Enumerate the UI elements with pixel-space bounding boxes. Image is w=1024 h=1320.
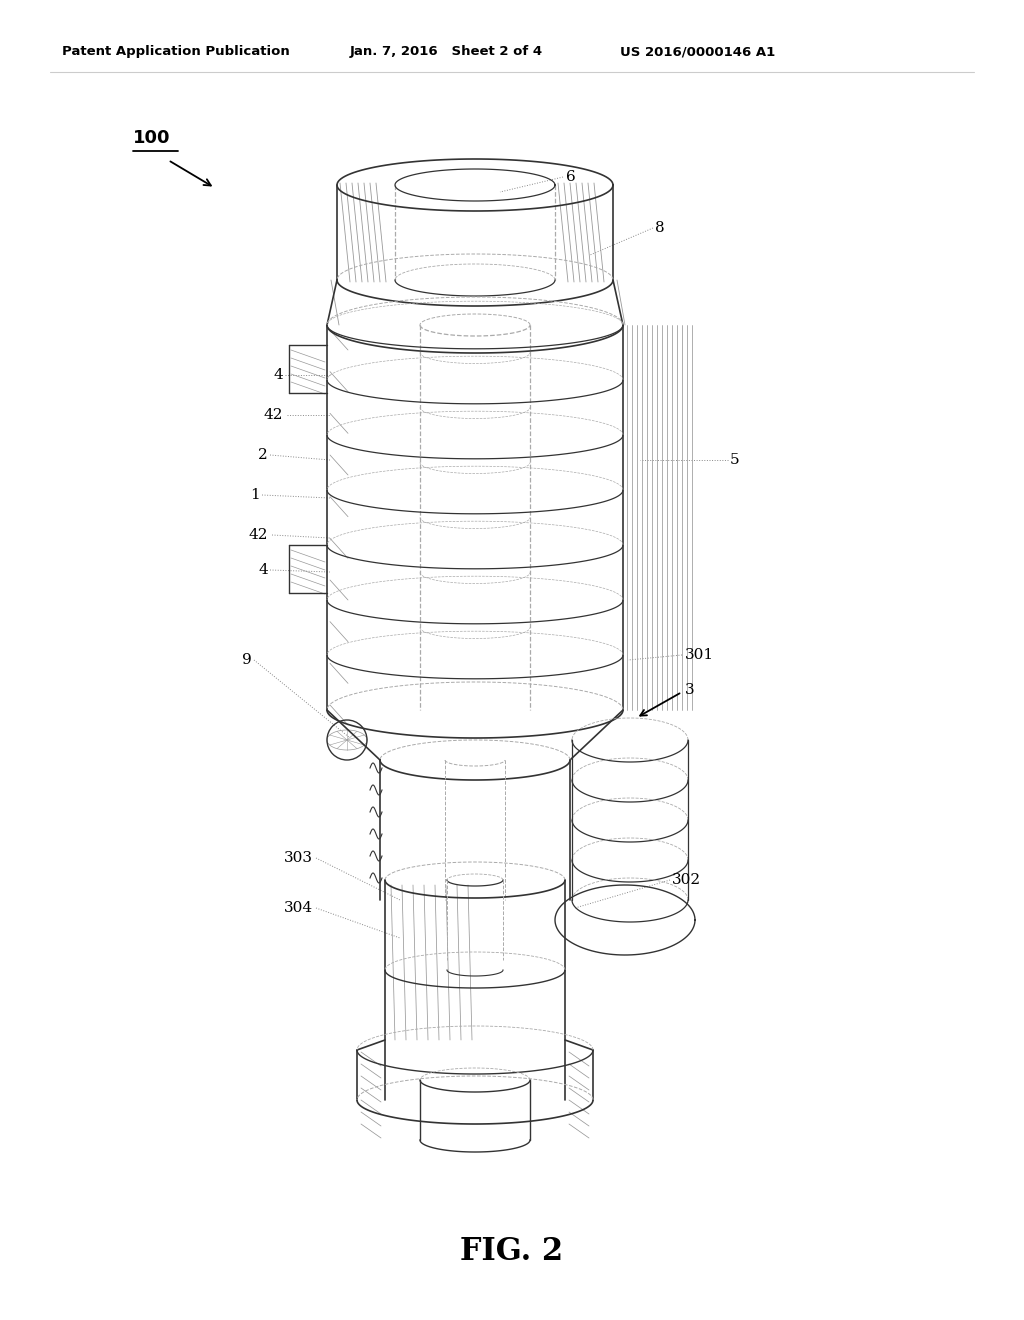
Text: 3: 3 <box>685 682 694 697</box>
Text: 1: 1 <box>250 488 260 502</box>
Text: Patent Application Publication: Patent Application Publication <box>62 45 290 58</box>
Text: 302: 302 <box>672 873 701 887</box>
Text: 301: 301 <box>685 648 714 663</box>
Text: 4: 4 <box>258 564 268 577</box>
Text: 100: 100 <box>133 129 171 147</box>
Text: 42: 42 <box>249 528 268 543</box>
Text: 9: 9 <box>243 653 252 667</box>
Text: 8: 8 <box>655 220 665 235</box>
Text: 304: 304 <box>284 902 313 915</box>
Text: 42: 42 <box>263 408 283 422</box>
Text: 4: 4 <box>273 368 283 381</box>
Text: 5: 5 <box>730 453 739 467</box>
Text: 2: 2 <box>258 447 268 462</box>
Text: 6: 6 <box>566 170 575 183</box>
Text: US 2016/0000146 A1: US 2016/0000146 A1 <box>620 45 775 58</box>
Text: Jan. 7, 2016   Sheet 2 of 4: Jan. 7, 2016 Sheet 2 of 4 <box>350 45 543 58</box>
Text: FIG. 2: FIG. 2 <box>461 1237 563 1267</box>
Text: 303: 303 <box>284 851 313 865</box>
